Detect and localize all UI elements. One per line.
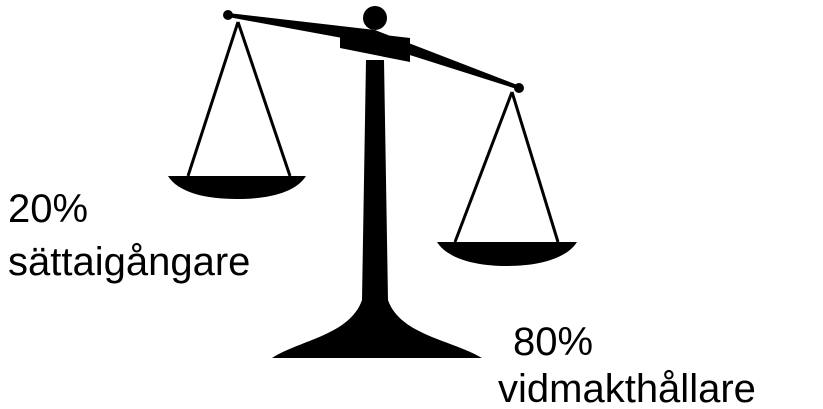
right-bowl <box>437 242 577 266</box>
top-knob <box>363 6 387 30</box>
right-percent: 80% <box>513 320 593 364</box>
right-pan <box>455 92 558 242</box>
scale-base <box>272 60 482 358</box>
balance-scale <box>168 6 577 358</box>
left-bowl <box>168 176 306 199</box>
scale-diagram: 20% sättaigångare 80% vidmakthållare <box>0 0 823 409</box>
right-beam-end <box>514 83 524 93</box>
right-role: vidmakthållare <box>498 367 756 409</box>
left-percent: 20% <box>8 187 88 231</box>
left-pan <box>188 22 290 176</box>
left-beam-end <box>223 10 233 20</box>
left-role: sättaigångare <box>8 240 250 284</box>
page: 20% sättaigångare 80% vidmakthållare (()… <box>0 0 823 409</box>
beam-hub <box>340 30 410 62</box>
